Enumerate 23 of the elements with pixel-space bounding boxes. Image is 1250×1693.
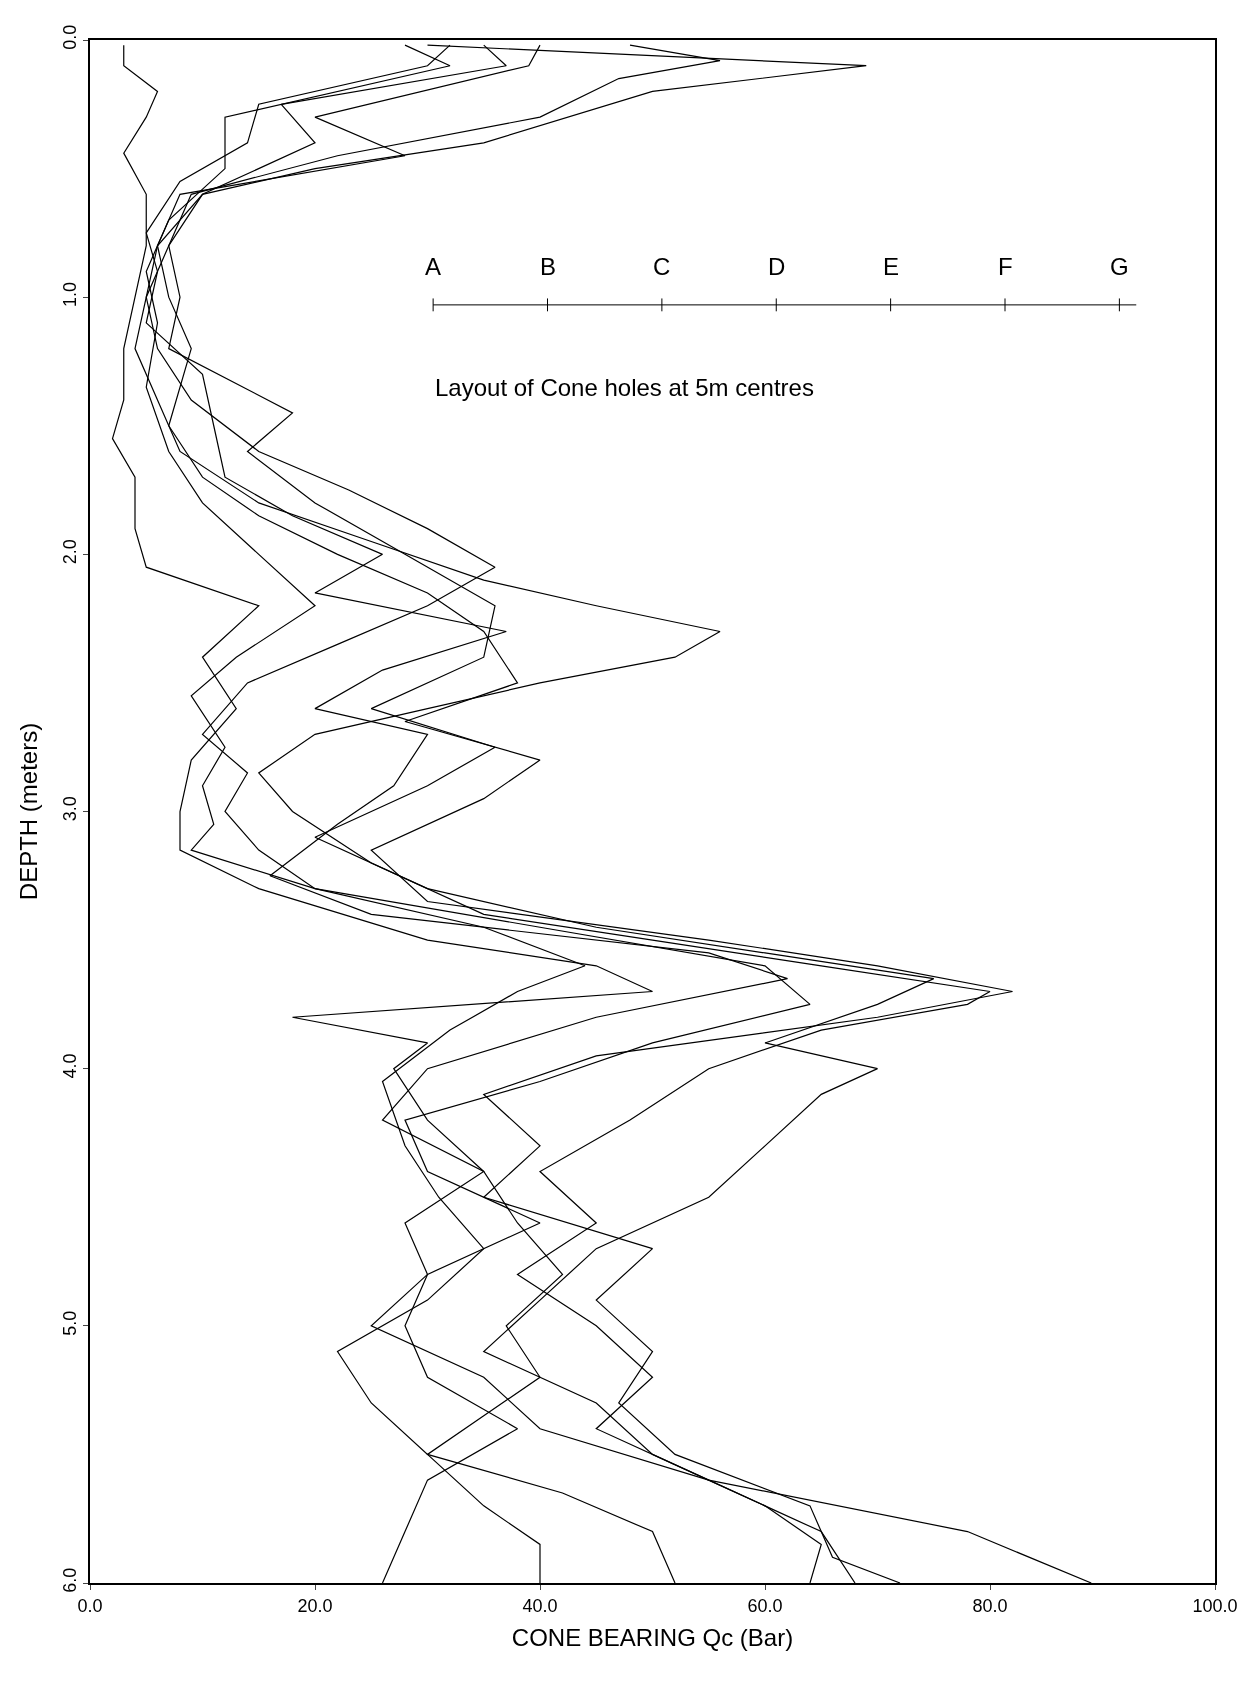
annotation: F bbox=[998, 253, 1013, 280]
y-tick-label: 1.0 bbox=[59, 281, 80, 307]
x-tick-label: 100.0 bbox=[1192, 1595, 1238, 1616]
annotation: Layout of Cone holes at 5m centres bbox=[435, 374, 814, 401]
annotation: G bbox=[1110, 253, 1129, 280]
x-tick-label: 20.0 bbox=[297, 1595, 333, 1616]
annotation: A bbox=[425, 253, 442, 280]
y-tick-label: 3.0 bbox=[59, 796, 80, 822]
x-tick-label: 60.0 bbox=[747, 1595, 783, 1616]
annotation: D bbox=[768, 253, 786, 280]
y-tick-label: 4.0 bbox=[59, 1053, 80, 1079]
x-tick-label: 40.0 bbox=[522, 1595, 558, 1616]
y-tick-label: 6.0 bbox=[59, 1567, 80, 1593]
x-tick-label: 80.0 bbox=[972, 1595, 1008, 1616]
y-tick-label: 0.0 bbox=[59, 24, 80, 50]
annotation: E bbox=[883, 253, 900, 280]
y-axis-title: DEPTH (meters) bbox=[15, 722, 43, 901]
x-tick-label: 0.0 bbox=[77, 1595, 103, 1616]
annotation: B bbox=[540, 253, 557, 280]
y-tick-label: 2.0 bbox=[59, 539, 80, 565]
x-axis-title: CONE BEARING Qc (Bar) bbox=[511, 1624, 794, 1652]
annotation: C bbox=[653, 253, 671, 280]
y-tick-label: 5.0 bbox=[59, 1310, 80, 1336]
